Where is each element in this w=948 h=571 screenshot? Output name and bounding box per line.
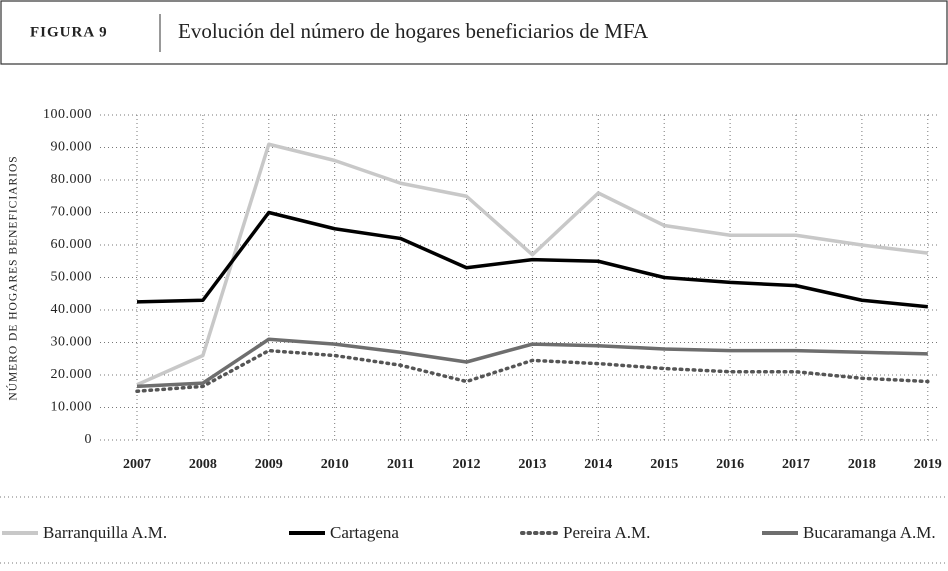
x-tick-label: 2014 — [584, 457, 612, 472]
y-tick-label: 30.000 — [51, 335, 93, 350]
y-tick-label: 100.000 — [43, 107, 92, 122]
y-tick-label: 40.000 — [51, 302, 93, 317]
header-box — [0, 0, 948, 65]
y-tick-label: 90.000 — [51, 140, 93, 155]
y-tick-label: 10.000 — [51, 400, 93, 415]
x-tick-label: 2007 — [123, 457, 151, 472]
chart-title: Evolución del número de hogares benefici… — [178, 19, 649, 43]
x-tick-label: 2017 — [782, 457, 810, 472]
x-tick-label: 2013 — [518, 457, 546, 472]
y-tick-label: 0 — [85, 432, 93, 447]
x-tick-label: 2009 — [255, 457, 283, 472]
x-tick-label: 2010 — [321, 457, 349, 472]
figure-label: FIGURA 9 — [30, 24, 108, 40]
y-tick-label: 20.000 — [51, 367, 93, 382]
legend-label: Barranquilla A.M. — [43, 523, 167, 542]
x-tick-label: 2008 — [189, 457, 217, 472]
series-line — [136, 337, 928, 389]
series-line — [136, 210, 928, 309]
y-tick-label: 60.000 — [51, 237, 93, 252]
series-line — [136, 142, 929, 387]
x-tick-label: 2018 — [848, 457, 876, 472]
x-tick-label: 2016 — [716, 457, 744, 472]
y-tick-label: 50.000 — [51, 270, 93, 285]
x-tick-label: 2015 — [650, 457, 678, 472]
x-tick-label: 2012 — [453, 457, 481, 472]
y-axis-label: NÚMERO DE HOGARES BENEFICIARIOS — [6, 155, 20, 400]
x-tick-label: 2019 — [914, 457, 942, 472]
legend-label: Bucaramanga A.M. — [803, 523, 936, 542]
series-line — [135, 348, 930, 393]
legend-label: Pereira A.M. — [563, 523, 650, 542]
y-tick-label: 80.000 — [51, 172, 93, 187]
legend-label: Cartagena — [330, 523, 399, 542]
x-tick-label: 2011 — [387, 457, 414, 472]
y-tick-label: 70.000 — [51, 205, 93, 220]
